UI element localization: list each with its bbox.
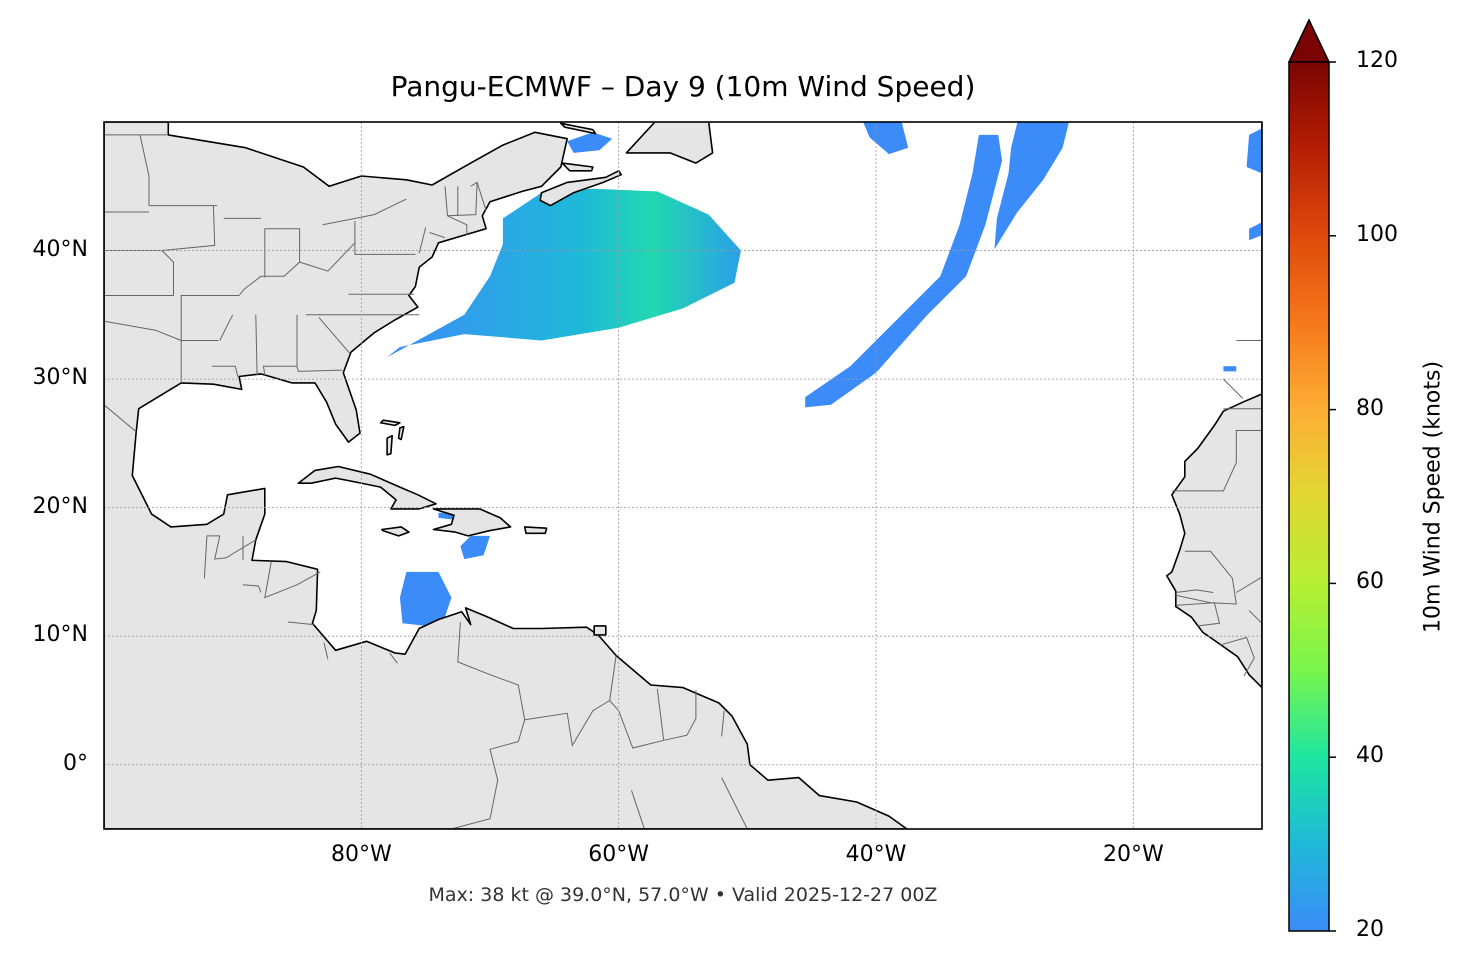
border-line <box>238 242 356 296</box>
border-line <box>323 642 329 660</box>
border-line <box>1248 610 1262 624</box>
border-line <box>470 181 487 211</box>
colorbar-tick-label: 60 <box>1356 569 1384 595</box>
border-line <box>354 221 416 255</box>
border-line <box>1219 636 1255 677</box>
wind-area-hispaniola-south-patch <box>460 535 490 560</box>
border-line <box>444 186 468 236</box>
border-line <box>656 688 665 741</box>
land-hispaniola <box>432 508 512 537</box>
colorbar-tick-label: 40 <box>1356 743 1384 769</box>
map-frame <box>103 121 1263 830</box>
colorbar-tick-label: 20 <box>1356 917 1384 942</box>
colorbar-gradient <box>1288 61 1330 932</box>
border-line <box>721 710 725 737</box>
border-line <box>264 228 301 263</box>
border-line <box>104 320 182 341</box>
border-line <box>264 561 321 599</box>
border-line <box>212 365 239 377</box>
border-line <box>1223 378 1244 399</box>
colorbar-tick-label: 120 <box>1356 48 1398 73</box>
land-newfoundland <box>625 122 714 164</box>
border-line <box>322 198 407 226</box>
wind-area-small-patch-west-africa <box>1223 366 1237 372</box>
land-bahamas-b <box>386 434 394 456</box>
land-anticosti <box>559 122 597 135</box>
wind-area-nw-atlantic-jet <box>387 188 741 358</box>
border-line <box>203 535 257 579</box>
border-line <box>287 621 314 626</box>
map-title: Pangu-ECMWF – Day 9 (10m Wind Speed) <box>390 70 976 103</box>
land-puerto-rico <box>523 526 548 535</box>
land-cuba <box>297 465 437 510</box>
lon-label: 40°W <box>845 842 907 867</box>
border-line <box>318 317 351 354</box>
colorbar-extend-arrow <box>1287 18 1331 63</box>
border-line <box>161 205 216 251</box>
border-line <box>1236 576 1262 593</box>
colorbar-label: 10m Wind Speed (knots) <box>1420 360 1446 634</box>
lat-label: 30°N <box>32 365 88 391</box>
border-line <box>262 314 298 376</box>
land-bahamas-c <box>397 425 405 441</box>
wind-area-north-atlantic-band <box>994 122 1069 250</box>
colorbar-tick-label: 80 <box>1356 395 1384 421</box>
wind-area-north-central-patch <box>863 122 909 155</box>
border-line <box>447 182 478 217</box>
border-line <box>139 134 150 206</box>
land-nova-scotia <box>539 170 623 207</box>
land-west-africa <box>1166 122 1262 689</box>
lat-label: 40°N <box>32 236 88 262</box>
land-bahamas-a <box>379 419 401 427</box>
map-footer: Max: 38 kt @ 39.0°N, 57.0°W • Valid 2025… <box>428 884 938 906</box>
lon-label: 60°W <box>588 842 650 867</box>
border-line <box>180 295 240 341</box>
border-line <box>255 314 258 376</box>
border-line <box>524 655 617 747</box>
land-jamaica <box>381 526 410 537</box>
border-line <box>418 227 427 254</box>
lon-label: 20°W <box>1102 842 1164 867</box>
land-trinidad <box>593 625 607 636</box>
wind-area-northeast-edge-small <box>1249 222 1262 241</box>
lat-label: 20°N <box>32 493 88 519</box>
border-line <box>451 621 526 829</box>
wind-area-caribbean-patch <box>399 571 452 626</box>
border-line <box>1171 408 1262 492</box>
border-line <box>219 314 234 341</box>
border-line <box>242 584 262 593</box>
border-line <box>721 777 748 829</box>
border-line <box>1177 602 1221 627</box>
border-line <box>296 366 343 372</box>
lat-label: 10°N <box>32 622 88 648</box>
wind-area-gulf-of-st-lawrence <box>567 132 613 153</box>
land-pei <box>561 162 594 172</box>
colorbar <box>1287 18 1336 932</box>
lon-label: 80°W <box>330 842 392 867</box>
border-line <box>389 652 398 664</box>
border-line <box>1174 550 1237 605</box>
border-line <box>429 232 446 239</box>
lat-label: 0° <box>63 750 88 776</box>
border-line <box>631 790 645 829</box>
border-line <box>1175 589 1214 593</box>
gridlines <box>104 122 1262 829</box>
wind-area-northeast-edge <box>1246 128 1262 174</box>
wind-area-mid-atlantic-band <box>805 134 1003 408</box>
colorbar-ticks <box>1329 61 1336 932</box>
border-line <box>161 250 174 296</box>
wind-speed-layer <box>160 122 1262 626</box>
border-line <box>104 404 137 433</box>
colorbar-tick-label: 100 <box>1356 221 1398 247</box>
